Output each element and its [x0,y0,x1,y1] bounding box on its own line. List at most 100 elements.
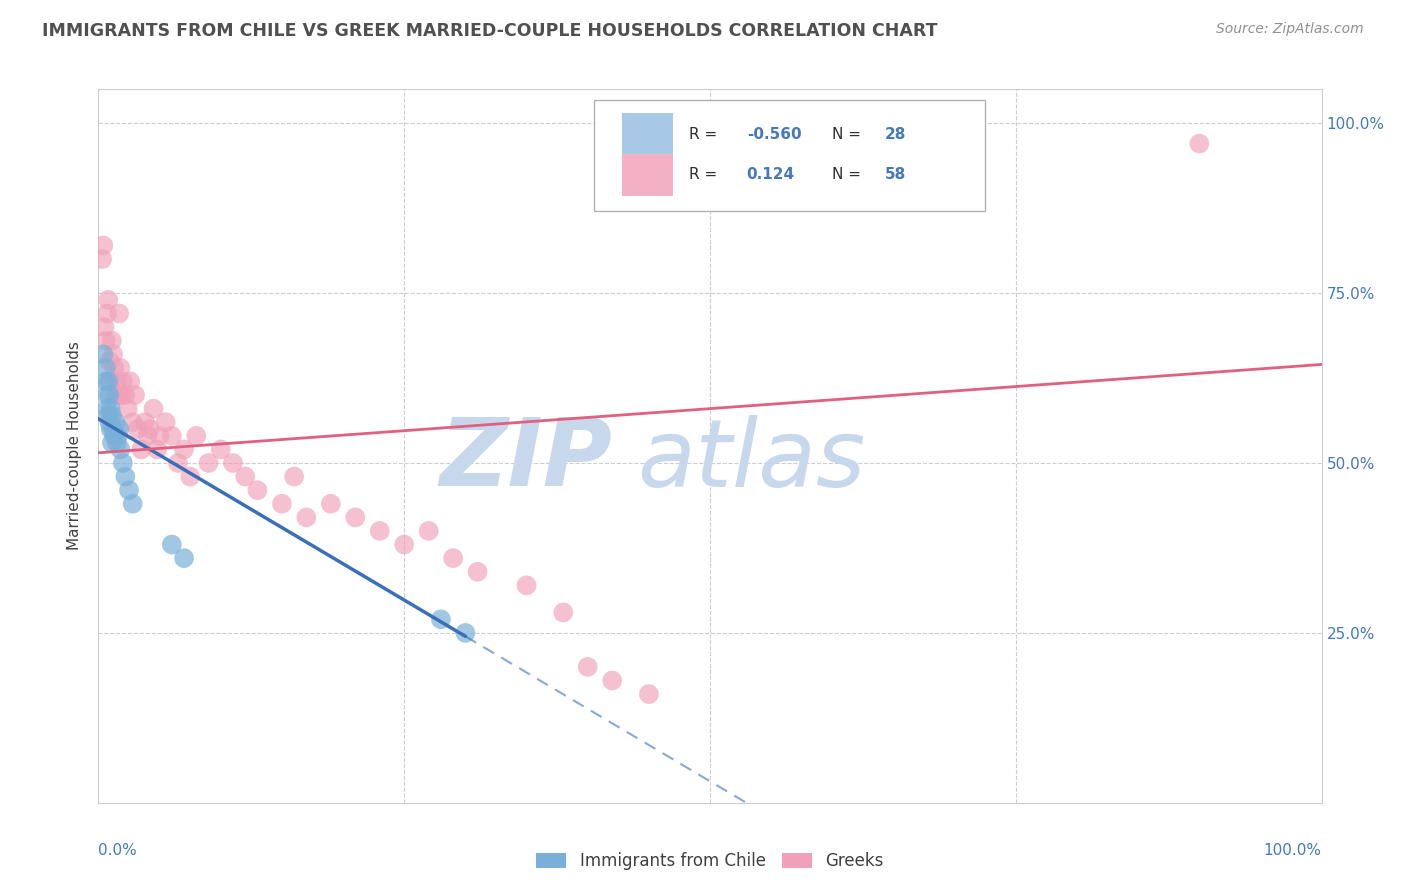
Point [105,375,128,389]
Point [107,429,129,443]
Point [418,524,440,538]
Point [121,415,143,429]
Point [134,415,156,429]
Point [576,660,599,674]
Point [105,435,128,450]
Point [96,401,118,416]
Point [283,469,305,483]
Point [110,442,132,457]
Point [186,429,208,443]
Point [97,409,120,423]
Point [233,469,256,483]
Point [179,469,201,483]
Point [295,510,318,524]
Point [91,347,114,361]
Point [454,626,477,640]
Point [142,401,165,416]
Point [368,524,391,538]
Point [319,497,342,511]
Point [638,687,661,701]
Point [100,401,122,416]
Text: atlas: atlas [637,415,865,506]
Point [515,578,537,592]
Point [94,360,117,375]
Text: ZIP: ZIP [439,414,612,507]
Point [120,375,142,389]
Point [392,537,416,551]
Point [136,429,159,443]
Point [101,347,124,361]
Text: Source: ZipAtlas.com: Source: ZipAtlas.com [1216,22,1364,37]
Point [107,388,129,402]
Point [98,354,121,368]
Point [101,435,124,450]
Text: -0.560: -0.560 [747,127,801,142]
Y-axis label: Married-couple Households: Married-couple Households [67,342,83,550]
Point [441,551,464,566]
Point [93,320,115,334]
Point [160,537,183,551]
Point [108,422,131,436]
Point [100,375,122,389]
Point [110,360,132,375]
Text: 0.0%: 0.0% [98,843,138,858]
Point [121,497,143,511]
Point [209,442,232,457]
Point [600,673,623,688]
Point [270,497,294,511]
Point [197,456,219,470]
Text: R =: R = [689,168,723,182]
Point [127,422,149,436]
Point [97,293,120,307]
Point [97,375,120,389]
Point [94,334,117,348]
Point [114,469,136,483]
Point [467,565,489,579]
Text: N =: N = [832,127,866,142]
Point [100,422,122,436]
Point [167,456,190,470]
Point [430,612,453,626]
Point [114,388,136,402]
Point [103,429,125,443]
Point [155,415,177,429]
Point [104,388,127,402]
Text: 0.124: 0.124 [747,168,794,182]
Point [94,375,117,389]
FancyBboxPatch shape [621,153,673,196]
Point [91,252,114,266]
Point [101,334,124,348]
Point [103,360,125,375]
FancyBboxPatch shape [593,100,986,211]
Text: N =: N = [832,168,866,182]
Point [118,483,141,498]
Point [101,422,124,436]
Point [553,606,575,620]
Point [117,401,139,416]
Point [111,388,134,402]
Text: IMMIGRANTS FROM CHILE VS GREEK MARRIED-COUPLE HOUSEHOLDS CORRELATION CHART: IMMIGRANTS FROM CHILE VS GREEK MARRIED-C… [42,22,938,40]
Point [149,429,172,443]
Point [108,306,131,320]
Point [111,456,134,470]
Text: 58: 58 [884,168,907,182]
Point [104,415,127,429]
Legend: Immigrants from Chile, Greeks: Immigrants from Chile, Greeks [530,846,890,877]
Point [98,388,121,402]
Text: 28: 28 [884,127,907,142]
Text: R =: R = [689,127,723,142]
Text: 100.0%: 100.0% [1264,843,1322,858]
Point [1188,136,1211,151]
Point [173,442,195,457]
Point [139,422,162,436]
Point [173,551,195,566]
Point [124,388,146,402]
FancyBboxPatch shape [621,113,673,155]
Point [222,456,245,470]
Point [160,429,183,443]
Point [96,306,118,320]
Point [111,375,134,389]
Point [246,483,269,498]
Point [146,442,169,457]
Point [129,442,152,457]
